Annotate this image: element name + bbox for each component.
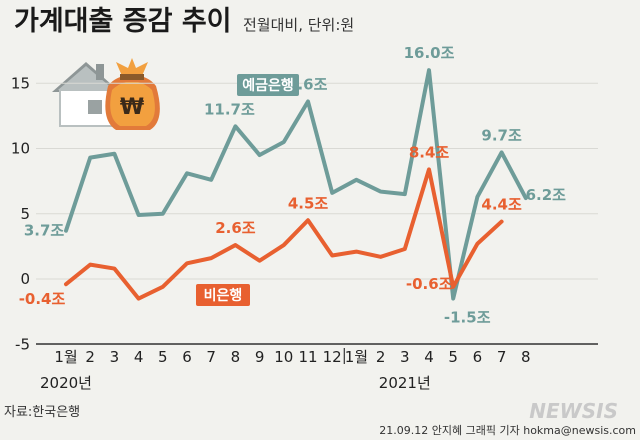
x-tick-label: 6 [182,348,192,366]
y-tick-label: -5 [15,335,30,353]
x-tick-label: 1월 [54,348,77,366]
data-label: 6.2조 [526,186,567,204]
x-tick-label: 12 [323,348,342,366]
year-label: 2021년 [379,374,431,392]
data-label: -1.5조 [444,309,491,327]
legend-bank-label: 예금은행 [242,78,294,94]
data-label: 11.7조 [204,100,255,118]
x-tick-label: 3 [400,348,410,366]
data-label: 4.4조 [481,196,522,214]
data-label: -0.4조 [19,290,66,308]
series-layer [64,68,528,301]
x-tick-label: 11 [298,348,317,366]
money-bag-icon: ₩ [105,58,160,130]
x-tick-label: 3 [110,348,120,366]
chart-subtitle: 전월대비, 단위:원 [243,16,354,34]
y-tick-label: 10 [11,140,30,158]
x-tick-label: 8 [231,348,241,366]
data-label: 16.0조 [404,44,455,62]
legend-bank-swatch [237,74,299,96]
legend-nonbank-swatch [196,284,250,306]
brand-watermark: NEWSIS [529,399,618,423]
x-tick-label: 7 [206,348,216,366]
legend-bank: 예금은행 [237,74,299,96]
data-label: 8.4조 [409,143,450,161]
legend-nonbank-label: 비은행 [204,288,243,304]
x-tick-label: 2 [376,348,386,366]
year-label: 2020년 [40,374,92,392]
source-note: 자료:한국은행 [4,404,80,420]
data-label: 9.7조 [481,126,522,144]
x-tick-label: 4 [424,348,434,366]
x-tick-label: 1월 [345,348,368,366]
x-tick-label: 4 [134,348,144,366]
data-labels: 3.7조11.7조13.6조16.0조-1.5조9.7조6.2조-0.4조2.6… [19,44,566,326]
x-tick-label: 5 [158,348,168,366]
credit-note: 21.09.12 안지혜 그래픽 기자 hokma@newsis.com [379,424,636,437]
x-tick-label: 8 [521,348,531,366]
x-tick-label: 5 [448,348,458,366]
x-tick-label: 7 [497,348,507,366]
x-tick-label: 2 [85,348,95,366]
y-tick-label: 0 [20,270,30,288]
y-tick-label: 5 [20,205,30,223]
x-tick-label: 9 [255,348,265,366]
series-line-1 [64,167,504,301]
data-label: 3.7조 [24,222,65,240]
house-icon [52,62,120,127]
svg-text:₩: ₩ [120,95,144,120]
x-tick-label: 6 [473,348,483,366]
data-label: 2.6조 [215,219,256,237]
legend-nonbank: 비은행 [196,284,250,306]
x-tick-label: 10 [274,348,293,366]
chart-title: 가계대출 증감 추이 [14,6,232,37]
y-tick-label: 15 [11,74,30,92]
data-label: 4.5조 [288,194,329,212]
data-label: -0.6조 [406,275,453,293]
